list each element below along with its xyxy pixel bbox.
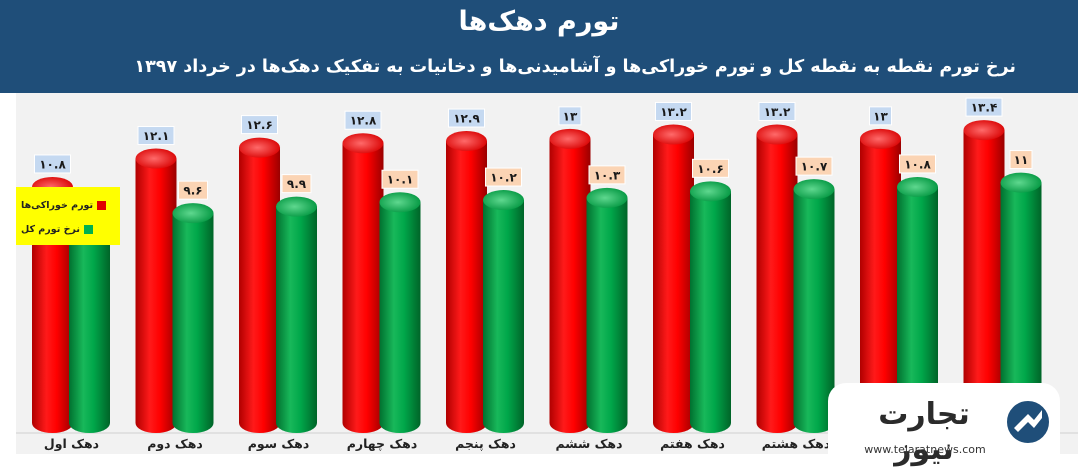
- svg-text:۱۳.۲: ۱۳.۲: [660, 105, 687, 119]
- svg-text:۱۳: ۱۳: [873, 109, 888, 123]
- bar-total-6: [586, 187, 628, 433]
- data-label-food-3: ۱۲.۶: [241, 115, 278, 135]
- svg-text:۱۰.۶: ۱۰.۶: [697, 162, 724, 176]
- svg-text:۹.۹: ۹.۹: [287, 177, 307, 191]
- data-label-food-6: ۱۳: [558, 106, 582, 126]
- svg-text:۱۳.۲: ۱۳.۲: [764, 105, 791, 119]
- svg-text:۱۳: ۱۳: [563, 109, 578, 123]
- x-tick-label-8: دهک هشتم: [762, 436, 831, 451]
- bar-food-5: [445, 131, 487, 434]
- bar-total-1: [69, 218, 110, 433]
- data-label-food-1: ۱۰.۸: [34, 154, 71, 174]
- legend-item-total: نرخ تورم کل: [21, 221, 93, 237]
- svg-text:۱۱: ۱۱: [1014, 153, 1029, 167]
- x-tick-label-4: دهک چهارم: [347, 436, 418, 452]
- chart-header: تورم دهک‌ها نرخ تورم نقطه به نقطه کل و ت…: [0, 0, 1078, 93]
- data-label-food-2: ۱۲.۱: [137, 126, 175, 146]
- svg-text:۱۰.۳: ۱۰.۳: [594, 168, 621, 182]
- svg-text:۹.۶: ۹.۶: [183, 184, 202, 198]
- x-tick-label-5: دهک پنجم: [455, 436, 516, 451]
- logo-name: تجارت نیوز: [878, 397, 970, 467]
- svg-text:۱۲.۹: ۱۲.۹: [453, 112, 480, 126]
- bar-food-8: [756, 124, 798, 433]
- bar-food-7: [653, 124, 694, 433]
- legend-label-food: تورم خوراکی‌ها: [21, 199, 94, 211]
- data-label-food-4: ۱۲.۸: [344, 110, 382, 130]
- data-label-total-3: ۹.۹: [281, 174, 312, 194]
- bar-food-2: [135, 148, 177, 433]
- chart-bars: ۱۰.۸۸.۹۱۲.۱۹.۶۱۲.۶۹.۹۱۲.۸۱۰.۱۱۲.۹۱۰.۲۱۳۱…: [32, 97, 1042, 434]
- x-tick-label-3: دهک سوم: [248, 436, 310, 452]
- data-label-food-8: ۱۳.۲: [758, 101, 796, 121]
- data-label-food-5: ۱۲.۹: [448, 108, 485, 128]
- data-label-food-10: ۱۳.۴: [965, 97, 1003, 117]
- bar-total-2: [172, 203, 214, 433]
- svg-text:۱۳.۴: ۱۳.۴: [971, 101, 998, 115]
- data-label-total-5: ۱۰.۲: [485, 167, 522, 187]
- x-tick-label-1: دهک اول: [44, 436, 99, 451]
- bar-food-4: [342, 133, 384, 433]
- data-label-food-7: ۱۳.۲: [655, 101, 692, 121]
- bar-chart: ۱۰.۸۸.۹۱۲.۱۹.۶۱۲.۶۹.۹۱۲.۸۱۰.۱۱۲.۹۱۰.۲۱۳۱…: [16, 97, 1078, 452]
- svg-text:۱۰.۲: ۱۰.۲: [490, 171, 517, 185]
- bar-food-6: [549, 128, 591, 433]
- chart-subtitle: نرخ تورم نقطه به نقطه کل و تورم خوراکی‌ه…: [134, 57, 1016, 77]
- bar-total-3: [276, 196, 317, 433]
- svg-text:۱۲.۸: ۱۲.۸: [350, 114, 377, 128]
- svg-text:۱۲.۱: ۱۲.۱: [143, 129, 170, 143]
- data-label-total-4: ۱۰.۱: [381, 169, 419, 189]
- svg-text:۱۰.۸: ۱۰.۸: [904, 157, 931, 171]
- logo-mark-icon: [1005, 399, 1051, 445]
- data-label-total-6: ۱۰.۳: [588, 165, 626, 185]
- data-label-total-2: ۹.۶: [178, 180, 208, 200]
- x-tick-label-2: دهک دوم: [147, 436, 203, 452]
- plot-area: ۱۰.۸۸.۹۱۲.۱۹.۶۱۲.۶۹.۹۱۲.۸۱۰.۱۱۲.۹۱۰.۲۱۳۱…: [16, 93, 1078, 475]
- logo-url: www.tejaratnews.com: [864, 443, 986, 456]
- bar-total-5: [483, 190, 524, 433]
- bar-total-7: [690, 181, 731, 433]
- svg-text:۱۰.۱: ۱۰.۱: [387, 173, 414, 187]
- bar-total-10: [1000, 172, 1042, 433]
- data-label-total-7: ۱۰.۶: [692, 158, 729, 178]
- chart-legend: تورم خوراکی‌ها نرخ تورم کل: [16, 187, 120, 245]
- svg-text:۱۲.۶: ۱۲.۶: [246, 118, 273, 132]
- x-tick-label-7: دهک هفتم: [660, 436, 725, 451]
- bar-food-3: [238, 137, 280, 433]
- bar-total-4: [379, 192, 421, 433]
- chart-title: تورم دهک‌ها: [458, 6, 620, 37]
- legend-swatch-total: [83, 224, 93, 234]
- legend-label-total: نرخ تورم کل: [21, 223, 80, 235]
- data-label-total-9: ۱۰.۸: [899, 154, 936, 174]
- legend-item-food: تورم خوراکی‌ها: [21, 197, 107, 213]
- bar-total-9: [897, 176, 938, 433]
- data-label-total-8: ۱۰.۷: [795, 156, 833, 176]
- bar-food-10: [963, 120, 1005, 433]
- data-label-total-10: ۱۱: [1009, 150, 1033, 170]
- x-tick-label-6: دهک ششم: [555, 436, 622, 451]
- svg-text:۱۰.۸: ۱۰.۸: [39, 157, 66, 171]
- svg-text:۱۰.۷: ۱۰.۷: [801, 160, 828, 174]
- bar-food-9: [860, 128, 901, 433]
- legend-swatch-food: [97, 200, 107, 210]
- bar-total-8: [793, 179, 835, 433]
- data-label-food-9: ۱۳: [869, 106, 892, 126]
- tejaratnews-logo: تجارت نیوز www.tejaratnews.com: [828, 383, 1060, 475]
